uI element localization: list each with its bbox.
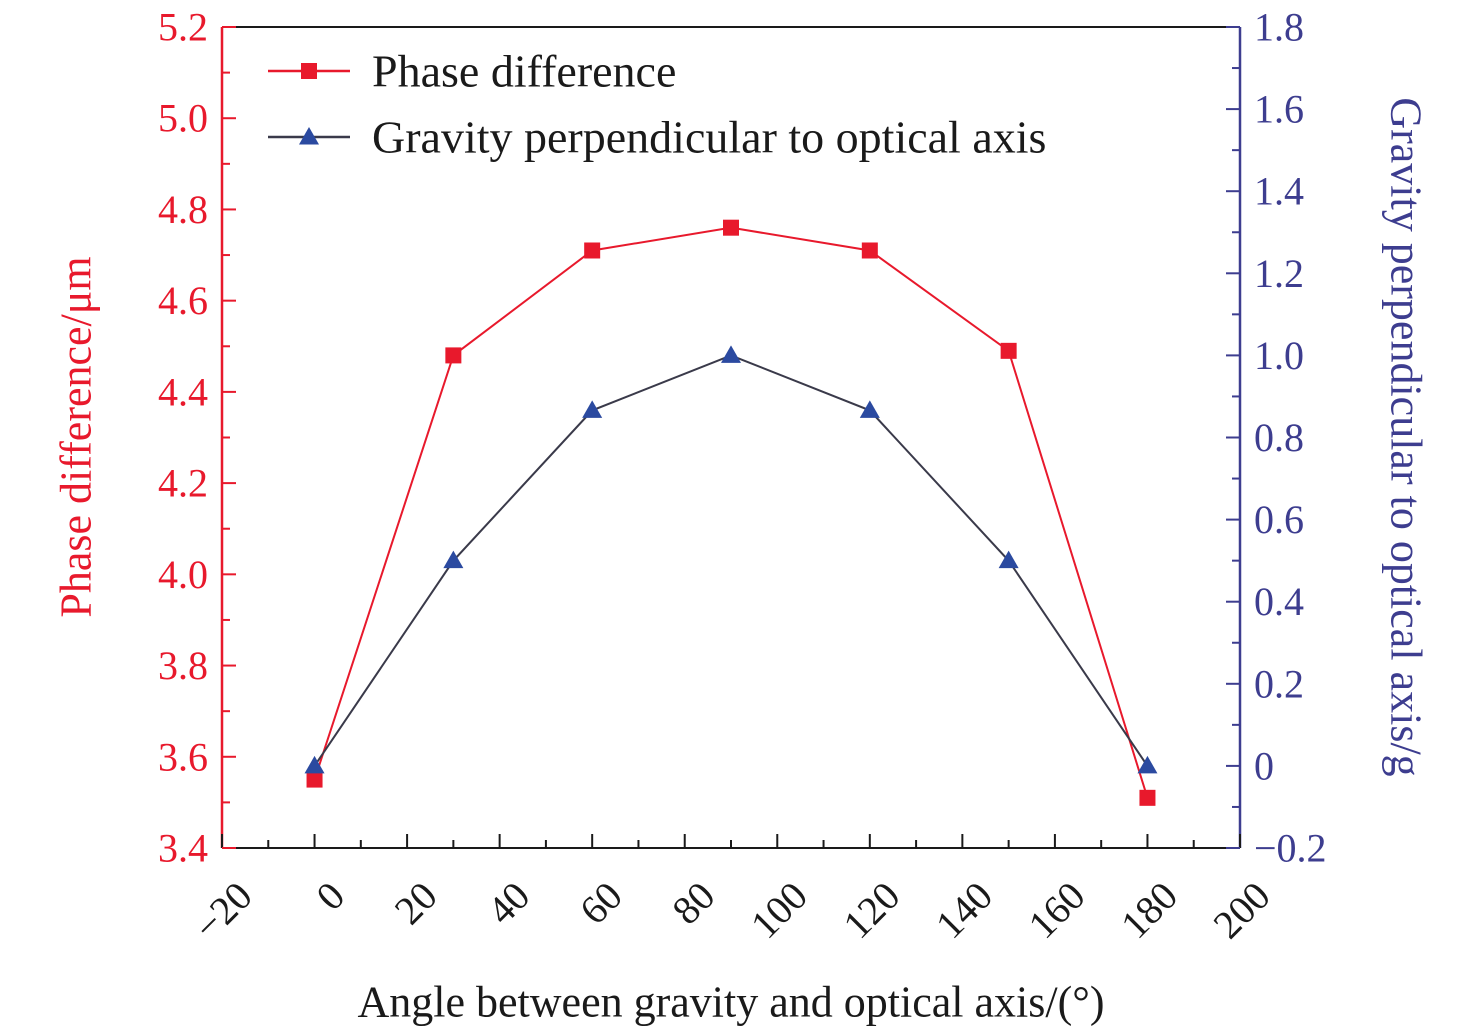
- x-tick-label: 0: [307, 873, 353, 919]
- right-y-tick-label: 1.6: [1254, 87, 1304, 132]
- x-tick-label: 180: [1112, 873, 1186, 947]
- left-y-tick-label: 5.0: [158, 96, 208, 141]
- data-point: [1000, 342, 1017, 359]
- right-y-tick-label: 0.6: [1254, 497, 1304, 542]
- left-y-tick-label: 4.4: [158, 369, 208, 414]
- left-y-tick-label: 3.4: [158, 826, 208, 871]
- left-y-tick-label: 4.6: [158, 278, 208, 323]
- right-y-tick-label: 0.8: [1254, 415, 1304, 460]
- left-y-tick-label: 3.6: [158, 734, 208, 779]
- data-point: [1139, 789, 1156, 806]
- left-y-tick-label: 5.2: [158, 5, 208, 50]
- x-tick-label: −20: [185, 873, 261, 949]
- left-y-axis-title: Phase difference/μm: [52, 256, 101, 617]
- x-tick-label: 20: [386, 873, 446, 933]
- data-point: [721, 345, 741, 363]
- series-layer: [304, 219, 1158, 806]
- left-y-tick-label: 4.2: [158, 461, 208, 506]
- right-y-tick-label: 1.4: [1254, 169, 1304, 214]
- left-y-tick-label: 4.0: [158, 552, 208, 597]
- data-point: [306, 771, 323, 788]
- legend-label: Phase difference: [372, 46, 676, 97]
- series-line: [313, 354, 1149, 767]
- x-tick-label: 100: [742, 873, 816, 947]
- right-y-tick-label: −0.2: [1254, 826, 1327, 871]
- x-tick-label: 160: [1019, 873, 1093, 947]
- data-point: [445, 347, 462, 364]
- data-point: [584, 242, 601, 259]
- right-y-tick-label: 1.0: [1254, 333, 1304, 378]
- right-y-tick-label: 0.4: [1254, 579, 1304, 624]
- x-tick-label: 40: [478, 873, 538, 933]
- data-point: [998, 550, 1019, 569]
- series-line: [313, 226, 1149, 799]
- data-point: [861, 242, 878, 259]
- series-gravity-perpendicular: [304, 345, 1158, 774]
- right-y-tick-label: 0.2: [1254, 661, 1304, 706]
- x-tick-label: 60: [571, 873, 631, 933]
- legend-entry: Phase difference: [268, 46, 676, 97]
- data-point: [859, 400, 880, 418]
- legend-marker: [299, 127, 319, 145]
- data-point: [1137, 755, 1158, 774]
- x-tick-label: 80: [663, 873, 723, 933]
- x-tick-label: 200: [1204, 873, 1278, 947]
- x-tick-label: 140: [927, 873, 1001, 947]
- legend: Phase difference Gravity perpendicular to…: [268, 46, 1046, 163]
- legend-label: Gravity perpendicular to optical axis: [372, 112, 1046, 163]
- legend-entry: Gravity perpendicular to optical axis: [268, 112, 1046, 163]
- data-point: [443, 550, 464, 569]
- axis-titles: Angle between gravity and optical axis/(…: [52, 97, 1431, 1026]
- right-y-tick-label: 0: [1254, 743, 1274, 788]
- right-y-tick-label: 1.8: [1254, 5, 1304, 50]
- series-phase-difference: [306, 219, 1156, 806]
- x-tick-label: 120: [834, 873, 908, 947]
- legend-marker: [301, 63, 317, 79]
- data-point: [304, 755, 325, 774]
- x-axis-title: Angle between gravity and optical axis/(…: [357, 978, 1104, 1027]
- data-point: [723, 219, 739, 236]
- left-y-tick-label: 3.8: [158, 643, 208, 688]
- data-point: [582, 400, 603, 418]
- left-y-tick-label: 4.8: [158, 187, 208, 232]
- right-y-axis-title: Gravity perpendicular to optical axis/g: [1382, 97, 1431, 776]
- right-y-tick-label: 1.2: [1254, 251, 1304, 296]
